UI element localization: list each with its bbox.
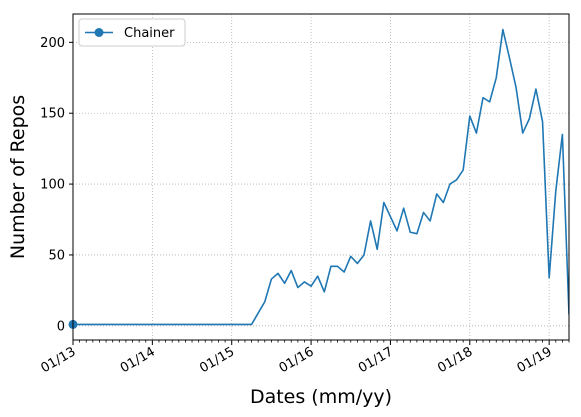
x-axis-ticks: 01/13 01/14 01/15 01/16 01/17 01/18 01/19 <box>39 340 555 376</box>
y-tick-label: 200 <box>40 36 65 51</box>
grid-lines <box>72 14 569 340</box>
legend-label: Chainer <box>124 26 175 41</box>
y-tick-label: 150 <box>40 107 65 122</box>
y-axis-ticks: 0 50 100 150 200 <box>40 36 73 334</box>
y-tick-label: 0 <box>57 319 65 334</box>
x-tick-label: 01/17 <box>356 344 396 376</box>
x-tick-label: 01/18 <box>435 344 475 376</box>
x-tick-label: 01/15 <box>197 344 237 376</box>
x-tick-label: 01/14 <box>118 344 158 376</box>
x-tick-label: 01/19 <box>515 344 555 376</box>
x-axis-title: Dates (mm/yy) <box>250 386 392 408</box>
y-tick-label: 50 <box>48 248 65 263</box>
y-axis-title: Number of Repos <box>7 95 29 259</box>
plot-frame <box>72 13 570 341</box>
y-tick-label: 100 <box>40 178 65 193</box>
legend: Chainer <box>78 18 186 47</box>
x-tick-label: 01/13 <box>39 344 79 376</box>
legend-point-marker <box>94 28 104 37</box>
series-layer <box>68 28 569 329</box>
x-tick-label: 01/16 <box>277 344 317 376</box>
legend-box <box>78 18 186 47</box>
series-line-chainer <box>73 28 569 326</box>
